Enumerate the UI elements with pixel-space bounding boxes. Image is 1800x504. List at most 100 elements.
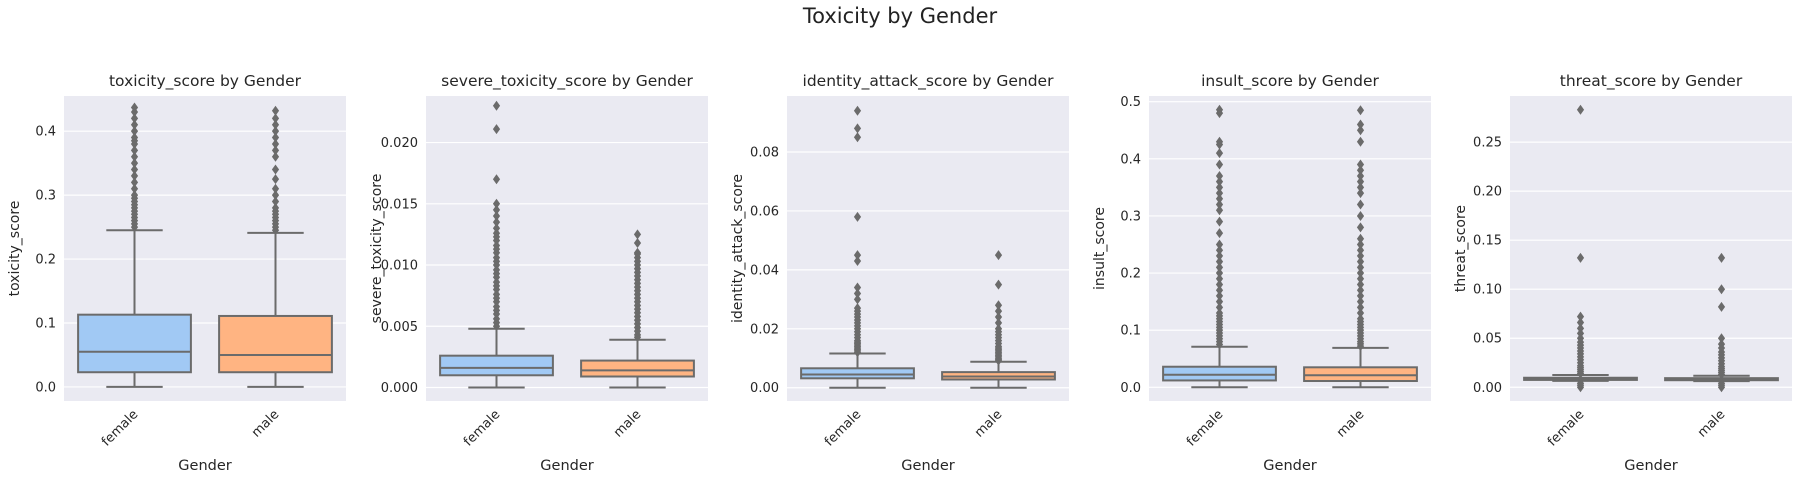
outlier-point — [633, 237, 642, 248]
outlier-point — [271, 138, 280, 149]
outlier-point — [1356, 302, 1365, 313]
y-axis-label: insult_score — [1092, 207, 1108, 290]
outlier-point — [1356, 222, 1365, 233]
outlier-point — [1215, 176, 1224, 187]
outlier-point — [1356, 239, 1365, 250]
outlier-point — [492, 174, 501, 185]
figure-title: Toxicity by Gender — [802, 4, 998, 28]
outlier-point — [271, 164, 280, 175]
outlier-point — [492, 124, 501, 135]
outlier-point — [994, 312, 1003, 323]
outlier-point — [1356, 256, 1365, 267]
outlier-point — [1356, 125, 1365, 136]
outlier-point — [853, 123, 862, 134]
outlier-point — [1215, 285, 1224, 296]
outlier-point — [130, 119, 139, 130]
outlier-point — [1356, 170, 1365, 181]
x-tick-label: male — [1695, 407, 1728, 440]
y-tick-label: 0.3 — [35, 189, 56, 204]
outlier-point — [853, 105, 862, 116]
outlier-point — [1576, 311, 1585, 322]
box-female — [1523, 104, 1638, 393]
outlier-point — [853, 132, 862, 143]
x-axis-label: Gender — [178, 458, 231, 474]
outlier-point — [1356, 199, 1365, 210]
outlier-point — [1215, 170, 1224, 181]
outlier-point — [1215, 193, 1224, 204]
iqr-box — [1303, 366, 1418, 383]
outlier-point — [994, 317, 1003, 328]
outlier-point — [1356, 250, 1365, 261]
outlier-point — [1356, 210, 1365, 221]
outlier-point — [1356, 273, 1365, 284]
outlier-point — [130, 102, 139, 113]
outlier-point — [1356, 165, 1365, 176]
plot-area — [787, 96, 1069, 401]
outlier-point — [271, 202, 280, 213]
y-tick-label: 0.3 — [1120, 209, 1141, 224]
outlier-point — [853, 294, 862, 305]
subplot-2: 0.000 0.005 0.010 0.015 0.020 severe_toxicity… — [369, 72, 708, 474]
outlier-point — [1356, 268, 1365, 279]
y-tick-label: 0.5 — [1120, 95, 1141, 110]
y-tick-label: 0.1 — [1120, 324, 1141, 339]
x-tick-label: female — [461, 407, 503, 449]
outlier-point — [271, 190, 280, 201]
outlier-point — [271, 126, 280, 137]
x-tick-label: male — [1334, 407, 1367, 440]
outlier-point — [130, 113, 139, 124]
y-tick-label: 0.06 — [750, 204, 779, 219]
outlier-point — [271, 145, 280, 156]
outlier-point — [1356, 233, 1365, 244]
outlier-point — [1356, 159, 1365, 170]
y-tick-label: 0.04 — [750, 263, 779, 278]
outlier-point — [1356, 313, 1365, 324]
box-male — [1664, 252, 1779, 393]
outlier-point — [492, 100, 501, 111]
outlier-point — [492, 211, 501, 222]
outlier-point — [271, 174, 280, 185]
x-tick-label: male — [611, 407, 644, 440]
outlier-point — [130, 183, 139, 194]
outlier-point — [271, 113, 280, 124]
outlier-point — [1356, 296, 1365, 307]
y-tick-label: 0.25 — [1473, 136, 1502, 151]
y-tick-label: 0.000 — [381, 381, 418, 396]
outlier-point — [994, 306, 1003, 317]
box-male — [580, 229, 695, 389]
box-male — [218, 105, 333, 388]
outlier-point — [271, 196, 280, 207]
subplot-title: toxicity_score by Gender — [109, 72, 302, 91]
iqr-box — [439, 354, 554, 377]
outlier-point — [633, 247, 642, 258]
outlier-point — [1215, 159, 1224, 170]
outlier-point — [1215, 199, 1224, 210]
outlier-point — [1215, 188, 1224, 199]
outlier-point — [1356, 245, 1365, 256]
iqr-box — [1162, 365, 1277, 382]
outlier-point — [1356, 290, 1365, 301]
outlier-point — [1215, 216, 1224, 227]
y-tick-label: 0.2 — [35, 253, 56, 268]
outlier-point — [1215, 296, 1224, 307]
outlier-point — [1215, 136, 1224, 147]
outlier-point — [130, 151, 139, 162]
outlier-point — [1717, 378, 1726, 389]
y-tick-label: 0.00 — [750, 381, 779, 396]
subplot-title: threat_score by Gender — [1560, 72, 1743, 91]
outlier-point — [271, 105, 280, 116]
y-tick-label: 0.015 — [381, 197, 418, 212]
subplot-title: insult_score by Gender — [1201, 72, 1379, 91]
box-female — [77, 102, 192, 388]
outlier-point — [130, 126, 139, 137]
outlier-point — [271, 151, 280, 162]
outlier-point — [130, 158, 139, 169]
outlier-point — [1356, 279, 1365, 290]
outlier-point — [1356, 188, 1365, 199]
outlier-point — [1717, 333, 1726, 344]
subplot-title: severe_toxicity_score by Gender — [441, 72, 693, 91]
outlier-point — [1215, 250, 1224, 261]
outlier-point — [1215, 239, 1224, 250]
outlier-point — [1215, 273, 1224, 284]
outlier-point — [1717, 301, 1726, 312]
